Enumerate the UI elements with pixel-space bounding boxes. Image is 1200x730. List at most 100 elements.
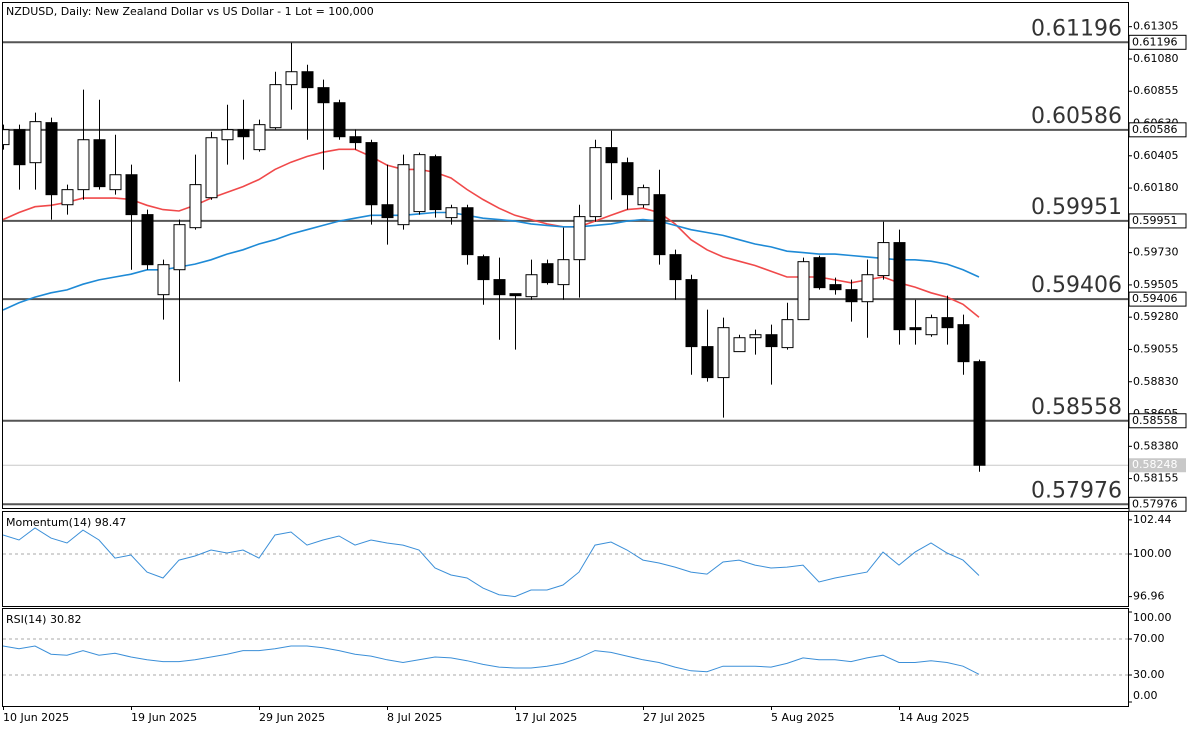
candle-body	[77, 139, 90, 191]
rsi-name: RSI(14)	[6, 613, 46, 626]
candle-body	[605, 147, 618, 164]
momentum-last: 98.47	[95, 516, 127, 529]
y-tick-label: 0.60180	[1133, 181, 1179, 194]
candle-body	[301, 71, 314, 89]
level-label: 30.00	[1133, 668, 1165, 681]
momentum-title: Momentum(14) 98.47	[6, 516, 126, 529]
price-plot	[3, 41, 1128, 506]
candle-body	[93, 139, 106, 188]
y-tick-label: 0.58380	[1133, 439, 1179, 452]
candle-body	[141, 214, 154, 266]
candle-body	[621, 162, 634, 196]
candle-body	[61, 189, 74, 206]
candle-body	[797, 261, 810, 321]
momentum-name: Momentum(14)	[6, 516, 91, 529]
candle-body	[317, 87, 330, 104]
y-tick-label: 0.61080	[1133, 52, 1179, 65]
y-tick-label: 0.60855	[1133, 84, 1179, 97]
candle-body	[589, 147, 602, 218]
level-tag-label: 0.59406	[1132, 292, 1178, 305]
y-tick-label: 0.59280	[1133, 310, 1179, 323]
candle-body	[333, 102, 346, 138]
candle-body	[765, 334, 778, 348]
level-label: 0.57976	[1031, 478, 1122, 503]
candle-body	[861, 274, 874, 303]
y-tick-label: 100.00	[1133, 611, 1172, 624]
candle-body	[973, 361, 986, 466]
level-label: 0.59406	[1031, 273, 1122, 298]
candle-body	[381, 204, 394, 219]
candle-body	[269, 84, 282, 129]
candle-body	[557, 259, 570, 286]
candle-body	[749, 334, 762, 339]
rsi-plot	[3, 638, 1128, 676]
x-tick-label: 10 Jun 2025	[3, 711, 69, 724]
indicator-line	[3, 527, 980, 598]
candle-body	[669, 254, 682, 281]
x-tick-label: 29 Jun 2025	[259, 711, 325, 724]
x-tick-label: 17 Jul 2025	[515, 711, 577, 724]
level-label: 0.59951	[1031, 195, 1122, 220]
candle-body	[397, 164, 410, 226]
candle-body	[845, 289, 858, 303]
candle-body	[541, 263, 554, 284]
candle-body	[477, 256, 490, 281]
y-tick-label: 0.58155	[1133, 472, 1179, 485]
x-tick-label: 5 Aug 2025	[771, 711, 834, 724]
candle-body	[253, 124, 266, 151]
candle-body	[13, 129, 26, 166]
candle-body	[29, 121, 42, 164]
candle-body	[829, 284, 842, 291]
candle-body	[349, 136, 362, 144]
level-tag	[1128, 122, 1187, 138]
y-tick-label: 96.96	[1133, 590, 1165, 603]
rsi-title: RSI(14) 30.82	[6, 613, 81, 626]
candle-body	[173, 224, 186, 271]
candle-body	[461, 207, 474, 256]
candle-body	[237, 129, 250, 138]
price-frame	[2, 2, 1129, 509]
level-tag-label: 0.60586	[1132, 123, 1178, 136]
current-price-tag	[1129, 458, 1186, 473]
candle-body	[781, 319, 794, 349]
y-tick-label: 0.00	[1133, 689, 1158, 702]
level-tag	[1128, 496, 1187, 512]
candle-body	[285, 71, 298, 86]
candle-body	[413, 154, 426, 213]
x-tick-label: 27 Jul 2025	[643, 711, 705, 724]
candle-body	[925, 317, 938, 336]
y-tick-label: 102.44	[1133, 513, 1172, 526]
candle-body	[3, 129, 10, 146]
candle-body	[701, 346, 714, 379]
candle-body	[189, 184, 202, 229]
candle-body	[45, 122, 58, 196]
y-tick-label: 0.60405	[1133, 149, 1179, 162]
level-tag-label: 0.59951	[1132, 214, 1178, 227]
y-tick-label: 0.59055	[1133, 342, 1179, 355]
candle-body	[445, 207, 458, 219]
x-tick-label: 19 Jun 2025	[131, 711, 197, 724]
momentum-frame	[2, 511, 1129, 607]
chart-title: NZDUSD, Daily: New Zealand Dollar vs US …	[6, 5, 374, 18]
candle-body	[525, 274, 538, 298]
candle-body	[509, 293, 522, 297]
level-tag	[1128, 34, 1187, 50]
indicator-line	[3, 645, 980, 675]
y-tick-label: 0.59505	[1133, 278, 1179, 291]
y-tick-label: 0.59730	[1133, 246, 1179, 259]
candle-body	[893, 242, 906, 331]
level-tag	[1128, 213, 1187, 229]
level-label: 70.00	[1133, 632, 1165, 645]
momentum-plot	[3, 527, 1128, 598]
candle-body	[493, 279, 506, 296]
candle-body	[733, 337, 746, 353]
level-tag	[1128, 291, 1187, 307]
level-tag-label: 0.61196	[1132, 35, 1178, 48]
candle-body	[685, 279, 698, 348]
y-tick-label: 0.58830	[1133, 375, 1179, 388]
level-label: 100.00	[1133, 547, 1172, 560]
current-price-label: 0.58248	[1132, 458, 1178, 471]
candle-body	[429, 156, 442, 211]
level-label: 0.58558	[1031, 395, 1122, 420]
